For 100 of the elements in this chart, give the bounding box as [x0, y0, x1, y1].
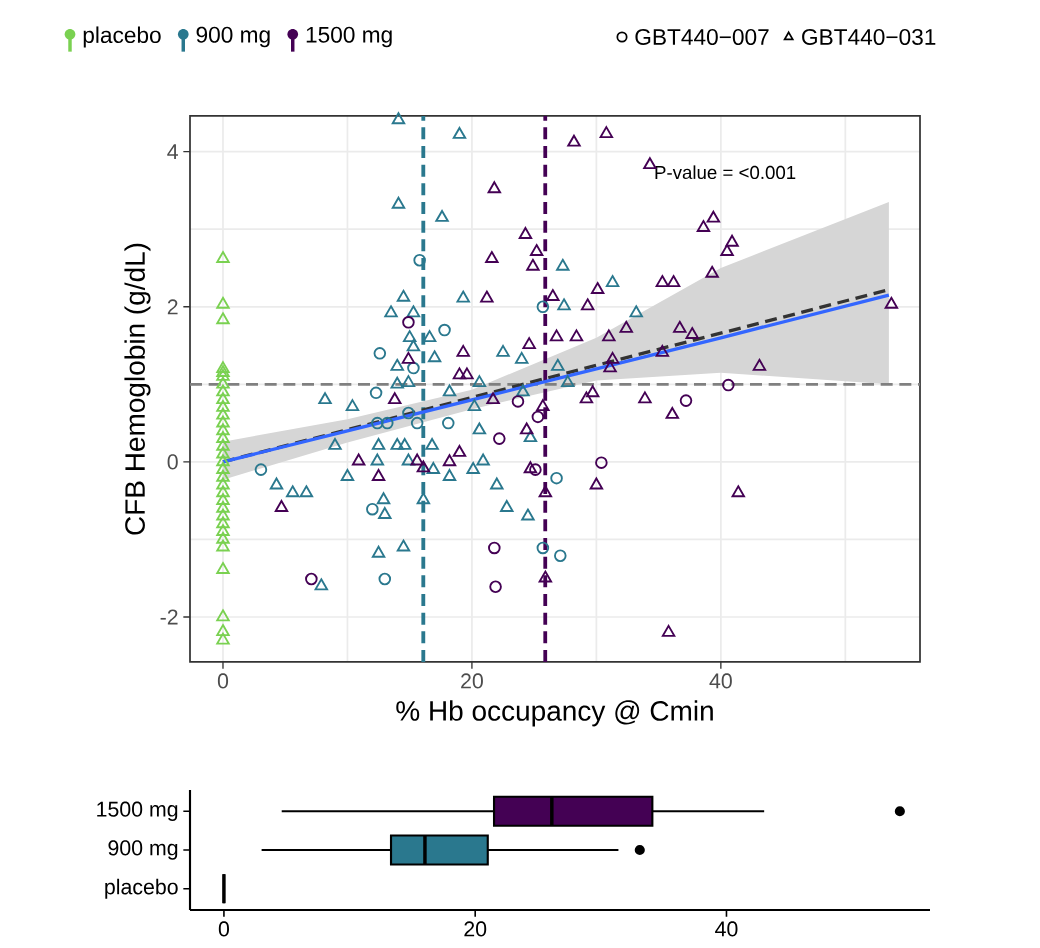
point — [216, 384, 230, 397]
point — [216, 438, 230, 451]
point — [216, 446, 230, 459]
point — [373, 347, 387, 360]
point — [569, 329, 584, 342]
point — [666, 275, 681, 287]
point — [388, 392, 402, 405]
point — [216, 500, 230, 513]
point — [345, 399, 360, 412]
point — [274, 500, 289, 512]
point — [376, 492, 391, 505]
point — [661, 624, 676, 637]
x-tick-label: 0 — [217, 673, 229, 689]
point — [460, 367, 474, 380]
point — [538, 485, 553, 498]
y-tick-label: placebo — [105, 878, 178, 899]
point — [391, 112, 406, 125]
point — [216, 562, 230, 574]
point — [401, 453, 416, 466]
point — [318, 392, 332, 405]
point — [442, 454, 457, 467]
point — [406, 339, 421, 352]
y-tick-label: 0 — [167, 454, 178, 470]
point — [216, 469, 230, 482]
point — [488, 541, 501, 555]
point — [472, 375, 487, 388]
point — [519, 422, 534, 435]
point — [496, 344, 510, 357]
point — [371, 469, 386, 481]
point — [546, 289, 560, 301]
point — [402, 330, 417, 343]
point — [426, 462, 441, 474]
point — [561, 375, 575, 388]
point — [435, 209, 449, 222]
point — [216, 361, 230, 374]
point — [511, 395, 525, 408]
point — [556, 258, 570, 271]
point — [579, 391, 594, 404]
point — [401, 351, 416, 364]
annotation: P-value = <0.001 — [655, 165, 796, 180]
point — [485, 251, 499, 263]
point — [427, 350, 442, 363]
y-axis-title: CFB Hemoglobin (g/dL) — [124, 243, 151, 535]
y-tick-label: -2 — [160, 609, 178, 625]
point — [655, 344, 670, 357]
x-tick-label: 40 — [709, 673, 732, 689]
point — [679, 394, 693, 407]
point — [590, 282, 605, 294]
point — [216, 493, 230, 505]
point — [378, 572, 392, 586]
point — [369, 386, 383, 400]
legend-label: 1500 mg — [306, 26, 392, 48]
point — [603, 360, 617, 373]
point — [216, 485, 230, 498]
point — [442, 384, 457, 397]
point — [216, 624, 230, 637]
point — [466, 462, 480, 474]
point — [516, 384, 530, 397]
point — [602, 329, 616, 342]
point — [416, 460, 431, 473]
point — [391, 196, 406, 209]
point — [605, 275, 620, 287]
point — [407, 361, 420, 375]
point — [567, 134, 581, 147]
point — [384, 305, 398, 318]
point — [490, 477, 504, 490]
point — [536, 300, 550, 314]
point — [390, 376, 404, 389]
point — [456, 290, 470, 303]
point — [521, 508, 535, 521]
point — [752, 358, 767, 371]
point — [216, 524, 230, 536]
x-tick-label: 40 — [715, 921, 738, 937]
point — [216, 632, 230, 645]
point — [696, 220, 711, 232]
point — [366, 502, 379, 516]
point — [452, 367, 467, 380]
point — [538, 570, 553, 583]
point — [486, 392, 500, 405]
point — [551, 358, 565, 371]
text: GBT440−007 — [635, 28, 769, 46]
point — [725, 234, 739, 247]
y-tick-label: 4 — [167, 144, 178, 159]
point — [351, 453, 366, 466]
point — [549, 329, 564, 342]
point — [216, 376, 230, 389]
point — [554, 549, 567, 562]
point — [442, 416, 455, 430]
point — [523, 430, 538, 443]
point — [665, 406, 680, 419]
point — [526, 258, 540, 271]
point — [299, 485, 314, 498]
point — [413, 253, 426, 267]
point — [705, 265, 719, 278]
point — [216, 423, 230, 436]
point — [467, 399, 482, 412]
point — [398, 437, 412, 450]
point — [216, 454, 230, 467]
point — [500, 500, 514, 512]
point — [629, 305, 643, 318]
